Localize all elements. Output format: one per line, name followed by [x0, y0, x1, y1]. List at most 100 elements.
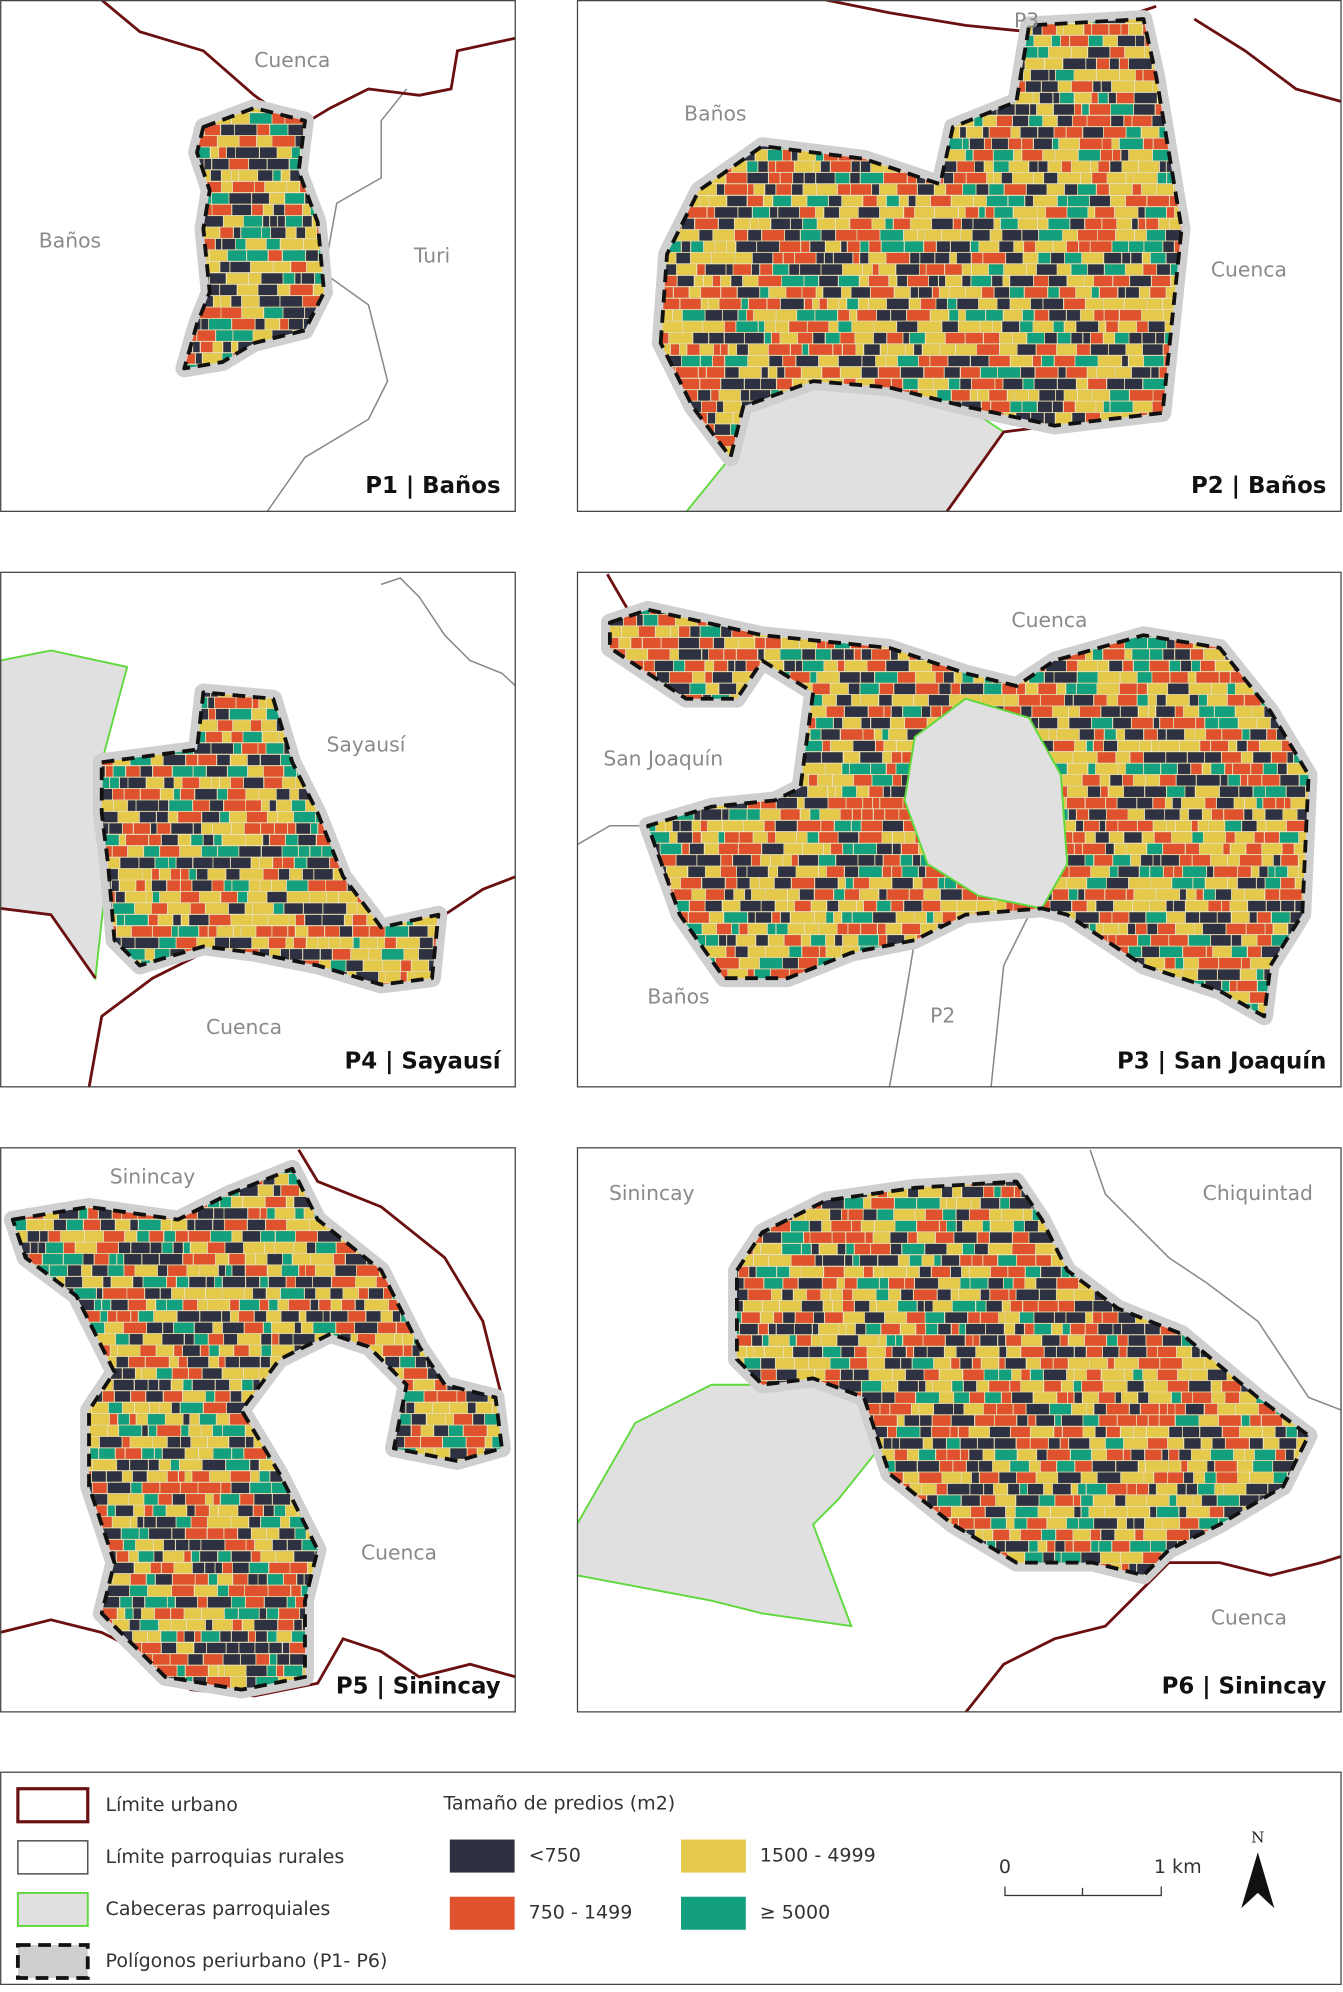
parcel — [1133, 172, 1157, 184]
parcel — [211, 158, 229, 170]
parcel — [1081, 104, 1089, 115]
parcel — [118, 811, 139, 823]
parcel — [832, 774, 854, 786]
parcel — [1147, 923, 1158, 935]
parcel — [1143, 355, 1164, 367]
parcel — [1095, 831, 1110, 843]
parcel — [1091, 24, 1109, 35]
parcel — [868, 275, 889, 287]
parcel — [1149, 660, 1169, 672]
parcel — [791, 854, 799, 866]
parcel — [1137, 694, 1148, 706]
parcel — [1211, 683, 1227, 695]
parcel — [714, 424, 731, 436]
parcel — [1157, 923, 1176, 935]
parcel — [457, 1390, 466, 1402]
parcel — [996, 115, 1013, 127]
parcel — [1210, 740, 1229, 752]
parcel — [265, 181, 287, 193]
parcel — [705, 264, 726, 276]
parcel — [248, 1208, 260, 1219]
parcel — [1069, 866, 1091, 878]
parcel — [1098, 321, 1106, 333]
parcel — [609, 626, 622, 638]
parcel — [758, 649, 764, 660]
parcel — [720, 344, 728, 356]
parcel — [943, 671, 954, 683]
parcel — [119, 880, 136, 892]
parcel — [304, 914, 322, 926]
parcel — [1110, 401, 1133, 413]
parcel — [256, 135, 272, 147]
parcel — [1116, 751, 1130, 763]
parcel — [1235, 831, 1254, 843]
parcel — [294, 857, 307, 869]
parcel — [729, 809, 747, 821]
parcel — [1128, 946, 1142, 958]
parcel — [173, 1242, 184, 1254]
parcel — [280, 238, 304, 250]
parcel — [146, 1322, 163, 1334]
parcel — [807, 195, 829, 207]
parcel — [1098, 161, 1110, 173]
parcel — [208, 868, 226, 880]
parcel — [989, 355, 1010, 367]
parcel — [381, 948, 404, 960]
parcel — [94, 1299, 102, 1311]
parcel — [241, 743, 258, 754]
parcel — [242, 1230, 261, 1242]
parcel — [822, 740, 831, 752]
parcel — [917, 184, 935, 196]
parcel — [754, 637, 766, 649]
parcel — [1125, 264, 1143, 276]
parcel — [780, 809, 800, 821]
parcel — [877, 923, 886, 935]
parcel — [833, 889, 845, 901]
parcel — [669, 671, 693, 683]
parcel — [1097, 229, 1116, 241]
parcel — [883, 854, 900, 866]
parcel — [222, 238, 236, 250]
parcel — [1291, 797, 1309, 809]
parcel — [1058, 367, 1066, 378]
parcel — [286, 937, 294, 949]
parcel — [923, 241, 936, 253]
parcel — [721, 286, 737, 298]
parcel — [775, 161, 795, 173]
parcel — [185, 754, 198, 766]
parcel — [244, 1322, 264, 1334]
parcel — [767, 298, 781, 310]
parcel — [747, 161, 758, 173]
parcel — [1165, 751, 1188, 763]
parcel — [697, 264, 705, 276]
parcel — [753, 309, 776, 321]
parcel — [1189, 683, 1211, 695]
parcel — [1188, 934, 1211, 946]
parcel — [680, 877, 702, 889]
parcel — [725, 877, 737, 889]
parcel — [900, 854, 913, 866]
parcel — [764, 321, 776, 333]
parcel — [1202, 809, 1212, 821]
parcel — [1225, 763, 1233, 775]
parcel — [232, 181, 255, 193]
parcel — [1037, 401, 1053, 413]
parcel — [1184, 729, 1195, 741]
parcel — [212, 1425, 223, 1437]
parcel — [1126, 889, 1134, 901]
parcel — [411, 1413, 427, 1425]
parcel — [971, 378, 995, 390]
parcel — [790, 344, 802, 356]
parcel — [1143, 264, 1157, 276]
parcel — [122, 1402, 134, 1414]
parcel — [160, 1402, 172, 1414]
cabecera — [903, 697, 1069, 910]
parcel — [134, 1402, 149, 1414]
parcel — [267, 1253, 283, 1265]
parcel — [836, 854, 858, 866]
parcel — [1041, 81, 1058, 93]
parcel — [804, 923, 819, 935]
parcel — [1014, 149, 1022, 161]
parcel — [842, 763, 850, 775]
parcel — [1282, 843, 1294, 855]
